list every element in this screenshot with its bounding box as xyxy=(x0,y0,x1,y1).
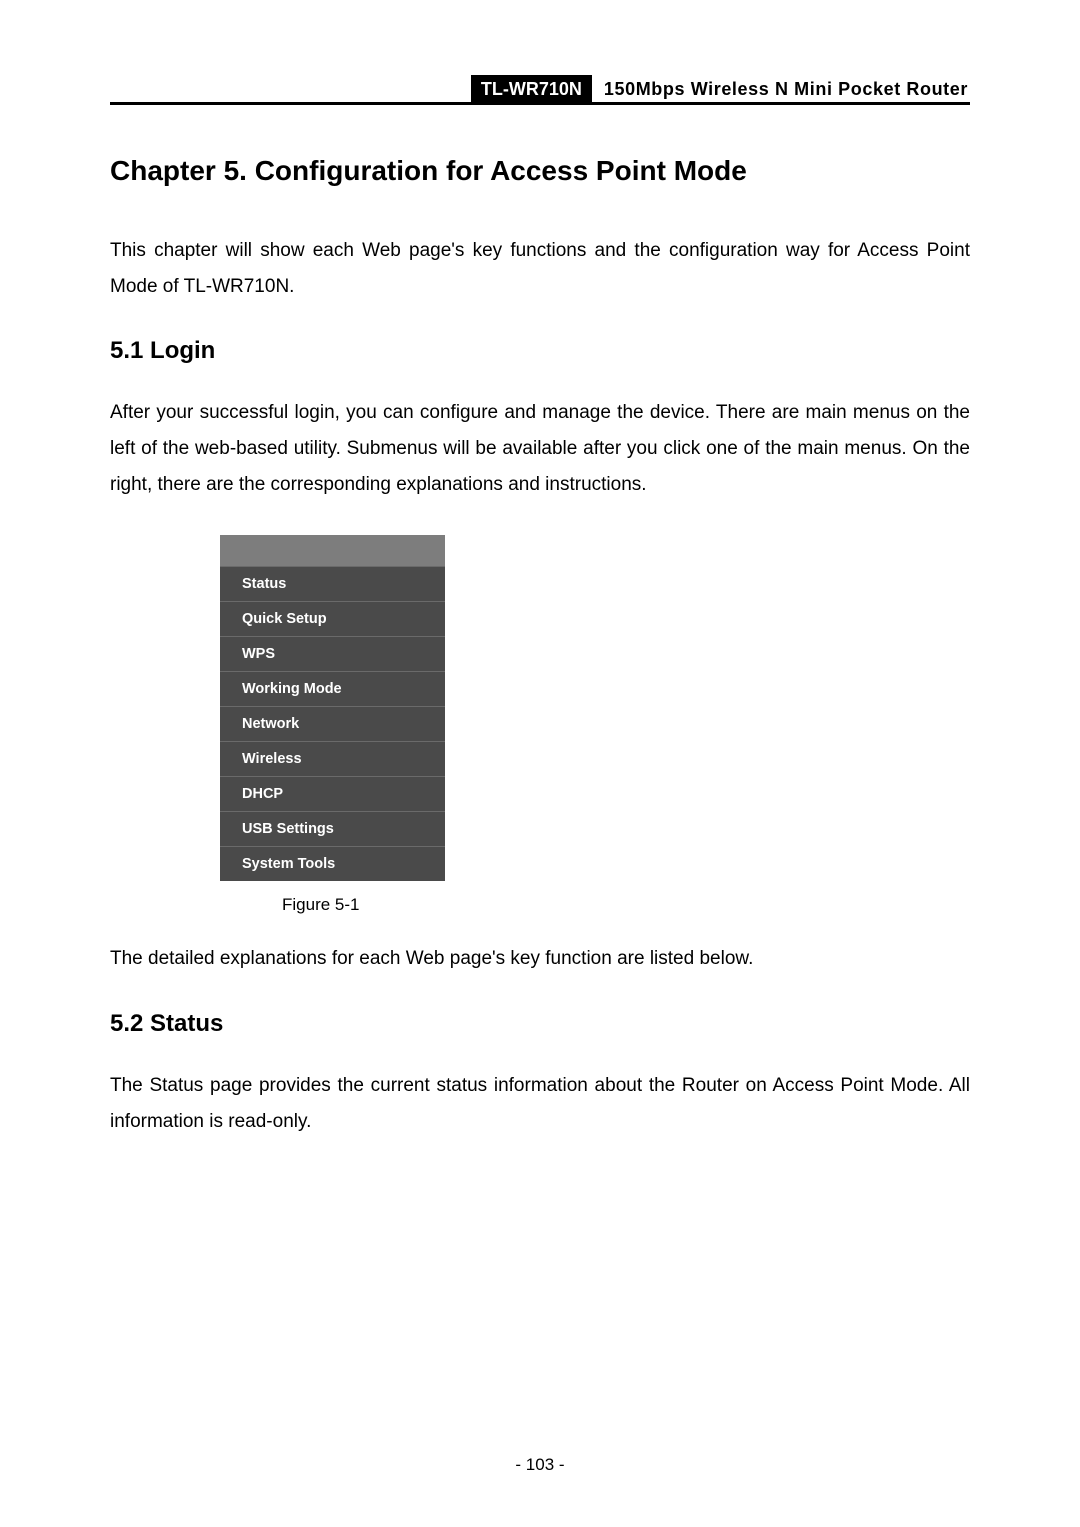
figure-caption: Figure 5-1 xyxy=(282,895,445,915)
menu-figure: Status Quick Setup WPS Working Mode Netw… xyxy=(220,535,445,915)
section-login-para: After your successful login, you can con… xyxy=(110,395,970,503)
page-number: - 103 - xyxy=(0,1455,1080,1475)
section-status-para: The Status page provides the current sta… xyxy=(110,1068,970,1140)
chapter-title: Chapter 5. Configuration for Access Poin… xyxy=(110,155,970,187)
section-login-title: 5.1 Login xyxy=(110,337,970,365)
menu-item-working-mode[interactable]: Working Mode xyxy=(220,671,445,706)
section-login-closing: The detailed explanations for each Web p… xyxy=(110,941,970,977)
chapter-intro: This chapter will show each Web page's k… xyxy=(110,233,970,305)
header-description: 150Mbps Wireless N Mini Pocket Router xyxy=(592,75,970,102)
menu-item-dhcp[interactable]: DHCP xyxy=(220,776,445,811)
section-status-title: 5.2 Status xyxy=(110,1010,970,1038)
menu-item-wps[interactable]: WPS xyxy=(220,636,445,671)
menu-item-system-tools[interactable]: System Tools xyxy=(220,846,445,881)
header-model: TL-WR710N xyxy=(471,75,592,102)
menu-item-usb-settings[interactable]: USB Settings xyxy=(220,811,445,846)
page-content: TL-WR710N 150Mbps Wireless N Mini Pocket… xyxy=(0,0,1080,1140)
page-header: TL-WR710N 150Mbps Wireless N Mini Pocket… xyxy=(110,75,970,105)
menu-item-network[interactable]: Network xyxy=(220,706,445,741)
menu-item-wireless[interactable]: Wireless xyxy=(220,741,445,776)
menu-spacer xyxy=(220,535,445,566)
menu-item-status[interactable]: Status xyxy=(220,566,445,601)
menu-item-quick-setup[interactable]: Quick Setup xyxy=(220,601,445,636)
